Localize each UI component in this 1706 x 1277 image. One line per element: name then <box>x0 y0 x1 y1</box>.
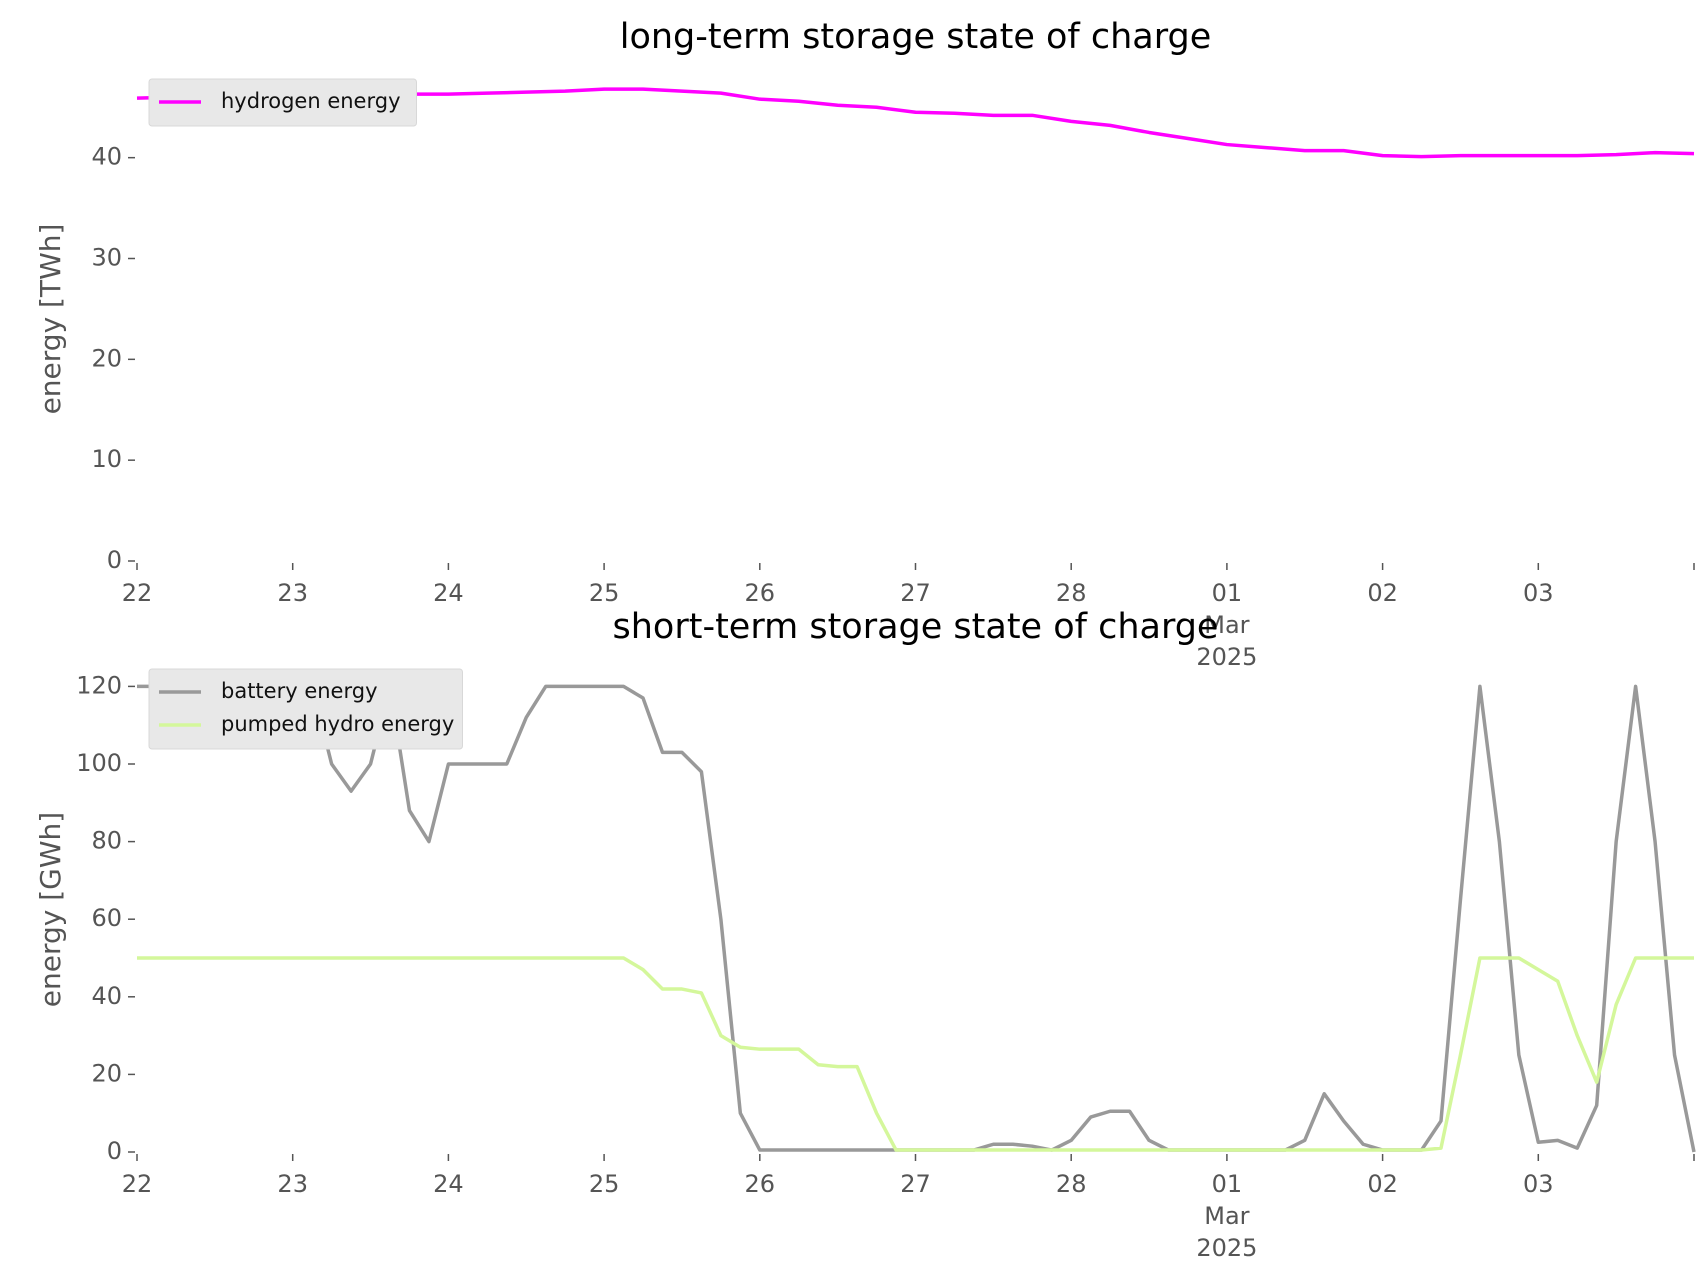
y-tick-label: 40 <box>91 143 122 171</box>
series-line <box>137 684 1696 1153</box>
x-tick-label: 02 <box>1367 1170 1398 1198</box>
legend-box <box>148 668 463 750</box>
y-tick-label: 100 <box>76 749 122 777</box>
x-tick-label: 28 <box>1056 579 1087 607</box>
x-tick-label: 01 Mar 2025 <box>1196 1170 1257 1262</box>
y-axis-label: energy [GWh] <box>34 812 67 1007</box>
legend-label: battery energy <box>221 679 378 703</box>
x-tick-label: 22 <box>122 579 153 607</box>
y-tick-label: 120 <box>76 671 122 699</box>
x-tick-label: 24 <box>433 579 464 607</box>
x-tick-label: 26 <box>745 579 776 607</box>
x-tick-label: 25 <box>589 579 620 607</box>
legend-label: hydrogen energy <box>221 89 401 113</box>
x-tick-label: 01 Mar 2025 <box>1196 579 1257 671</box>
x-tick-label: 23 <box>277 579 308 607</box>
x-tick-label: 03 <box>1523 579 1554 607</box>
x-tick-label: 24 <box>433 1170 464 1198</box>
y-tick-label: 30 <box>91 244 122 272</box>
x-tick-label: 03 <box>1523 1170 1554 1198</box>
y-tick-label: 20 <box>91 1059 122 1087</box>
x-tick-label: 27 <box>900 579 931 607</box>
x-tick-label: 22 <box>122 1170 153 1198</box>
y-tick-label: 80 <box>91 827 122 855</box>
legend-box <box>148 78 417 127</box>
x-tick-label: 26 <box>745 1170 776 1198</box>
y-tick-label: 40 <box>91 982 122 1010</box>
x-tick-label: 25 <box>589 1170 620 1198</box>
x-tick-label: 28 <box>1056 1170 1087 1198</box>
y-tick-label: 60 <box>91 904 122 932</box>
series-line <box>137 956 1694 1152</box>
chart-title: long-term storage state of charge <box>620 17 1212 57</box>
x-tick-label: 27 <box>900 1170 931 1198</box>
x-tick-label: 02 <box>1367 579 1398 607</box>
chart-title: short-term storage state of charge <box>613 607 1219 647</box>
x-tick-label: 23 <box>277 1170 308 1198</box>
y-tick-label: 20 <box>91 344 122 372</box>
y-tick-label: 10 <box>91 445 122 473</box>
y-axis-label: energy [TWh] <box>34 224 67 415</box>
legend-label: pumped hydro energy <box>221 712 454 736</box>
y-tick-label: 0 <box>107 1137 122 1165</box>
y-tick-label: 0 <box>107 546 122 574</box>
